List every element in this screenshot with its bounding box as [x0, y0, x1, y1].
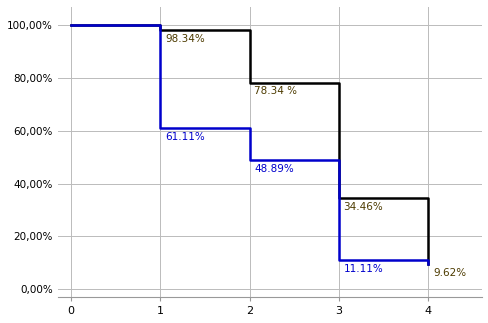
Text: 34.46%: 34.46%: [343, 202, 383, 212]
Text: 98.34%: 98.34%: [164, 34, 204, 44]
Text: 61.11%: 61.11%: [164, 132, 204, 142]
Text: 78.34 %: 78.34 %: [254, 87, 297, 97]
Text: 9.62%: 9.62%: [432, 268, 465, 278]
Text: 11.11%: 11.11%: [343, 264, 383, 274]
Text: 48.89%: 48.89%: [254, 164, 293, 174]
